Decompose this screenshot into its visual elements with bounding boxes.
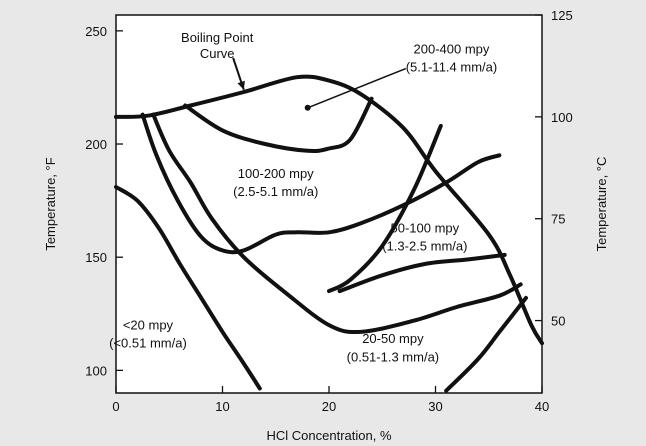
y-tick-label-right-75: 75 xyxy=(551,212,565,227)
pointer-line xyxy=(307,67,407,109)
y-tick-label-left-250: 250 xyxy=(85,24,107,39)
x-tick-label-10: 10 xyxy=(215,399,229,414)
annotation-10: <20 mpy xyxy=(123,318,174,333)
y-axis-label-left: Temperature, °F xyxy=(43,157,58,250)
y-tick-label-right-50: 50 xyxy=(551,314,565,329)
plot-area xyxy=(115,14,543,394)
curves-group xyxy=(114,74,544,393)
iso-corrosion-curve-6 xyxy=(444,295,528,393)
x-tick-label-40: 40 xyxy=(535,399,549,414)
annotation-0: Boiling Point xyxy=(181,30,254,45)
annotation-4: 100-200 mpy xyxy=(238,166,314,181)
annotation-3: (5.1-11.4 mm/a) xyxy=(406,60,498,75)
y-tick-label-right-125: 125 xyxy=(551,8,573,23)
iso-corrosion-curve-5 xyxy=(337,252,507,294)
y-axis-label-right: Temperature, °C xyxy=(594,157,609,252)
x-tick-label-30: 30 xyxy=(428,399,442,414)
annotation-11: (<0.51 mm/a) xyxy=(109,336,187,351)
x-tick-label-0: 0 xyxy=(112,399,119,414)
boiling-point-arrow-head xyxy=(237,80,245,90)
annotation-1: Curve xyxy=(200,46,235,61)
annotation-7: (1.3-2.5 mm/a) xyxy=(382,238,467,253)
y-tick-label-right-100: 100 xyxy=(551,110,573,125)
annotation-5: (2.5-5.1 mm/a) xyxy=(233,184,318,199)
y-tick-label-left-150: 150 xyxy=(85,250,107,265)
boiling-point-curve xyxy=(114,74,544,346)
annotation-8: 20-50 mpy xyxy=(362,331,424,346)
annotation-2: 200-400 mpy xyxy=(414,41,490,56)
iso-corrosion-curve-1 xyxy=(151,112,523,335)
ticks-group: 0 10 20 30 40 100 150 200 250 50 75 100 125 xyxy=(85,8,572,414)
y-tick-label-left-100: 100 xyxy=(85,363,107,378)
annotation-9: (0.51-1.3 mm/a) xyxy=(347,349,439,364)
iso-corrosion-curve-2 xyxy=(140,112,502,255)
annotation-6: 50-100 mpy xyxy=(391,220,460,235)
x-axis-label: HCl Concentration, % xyxy=(267,428,392,443)
iso-corrosion-curve-4 xyxy=(114,185,262,391)
iso-corrosion-curve-3 xyxy=(183,96,374,154)
y-tick-label-left-200: 200 xyxy=(85,137,107,152)
iso-corrosion-curve-7 xyxy=(327,123,443,294)
x-tick-label-20: 20 xyxy=(322,399,336,414)
pointer-dot xyxy=(304,104,311,111)
